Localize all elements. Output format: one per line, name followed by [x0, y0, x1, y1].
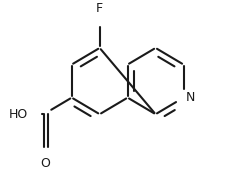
Text: F: F: [96, 2, 103, 15]
Text: HO: HO: [8, 108, 28, 121]
Text: O: O: [41, 157, 51, 170]
Text: N: N: [186, 91, 195, 104]
